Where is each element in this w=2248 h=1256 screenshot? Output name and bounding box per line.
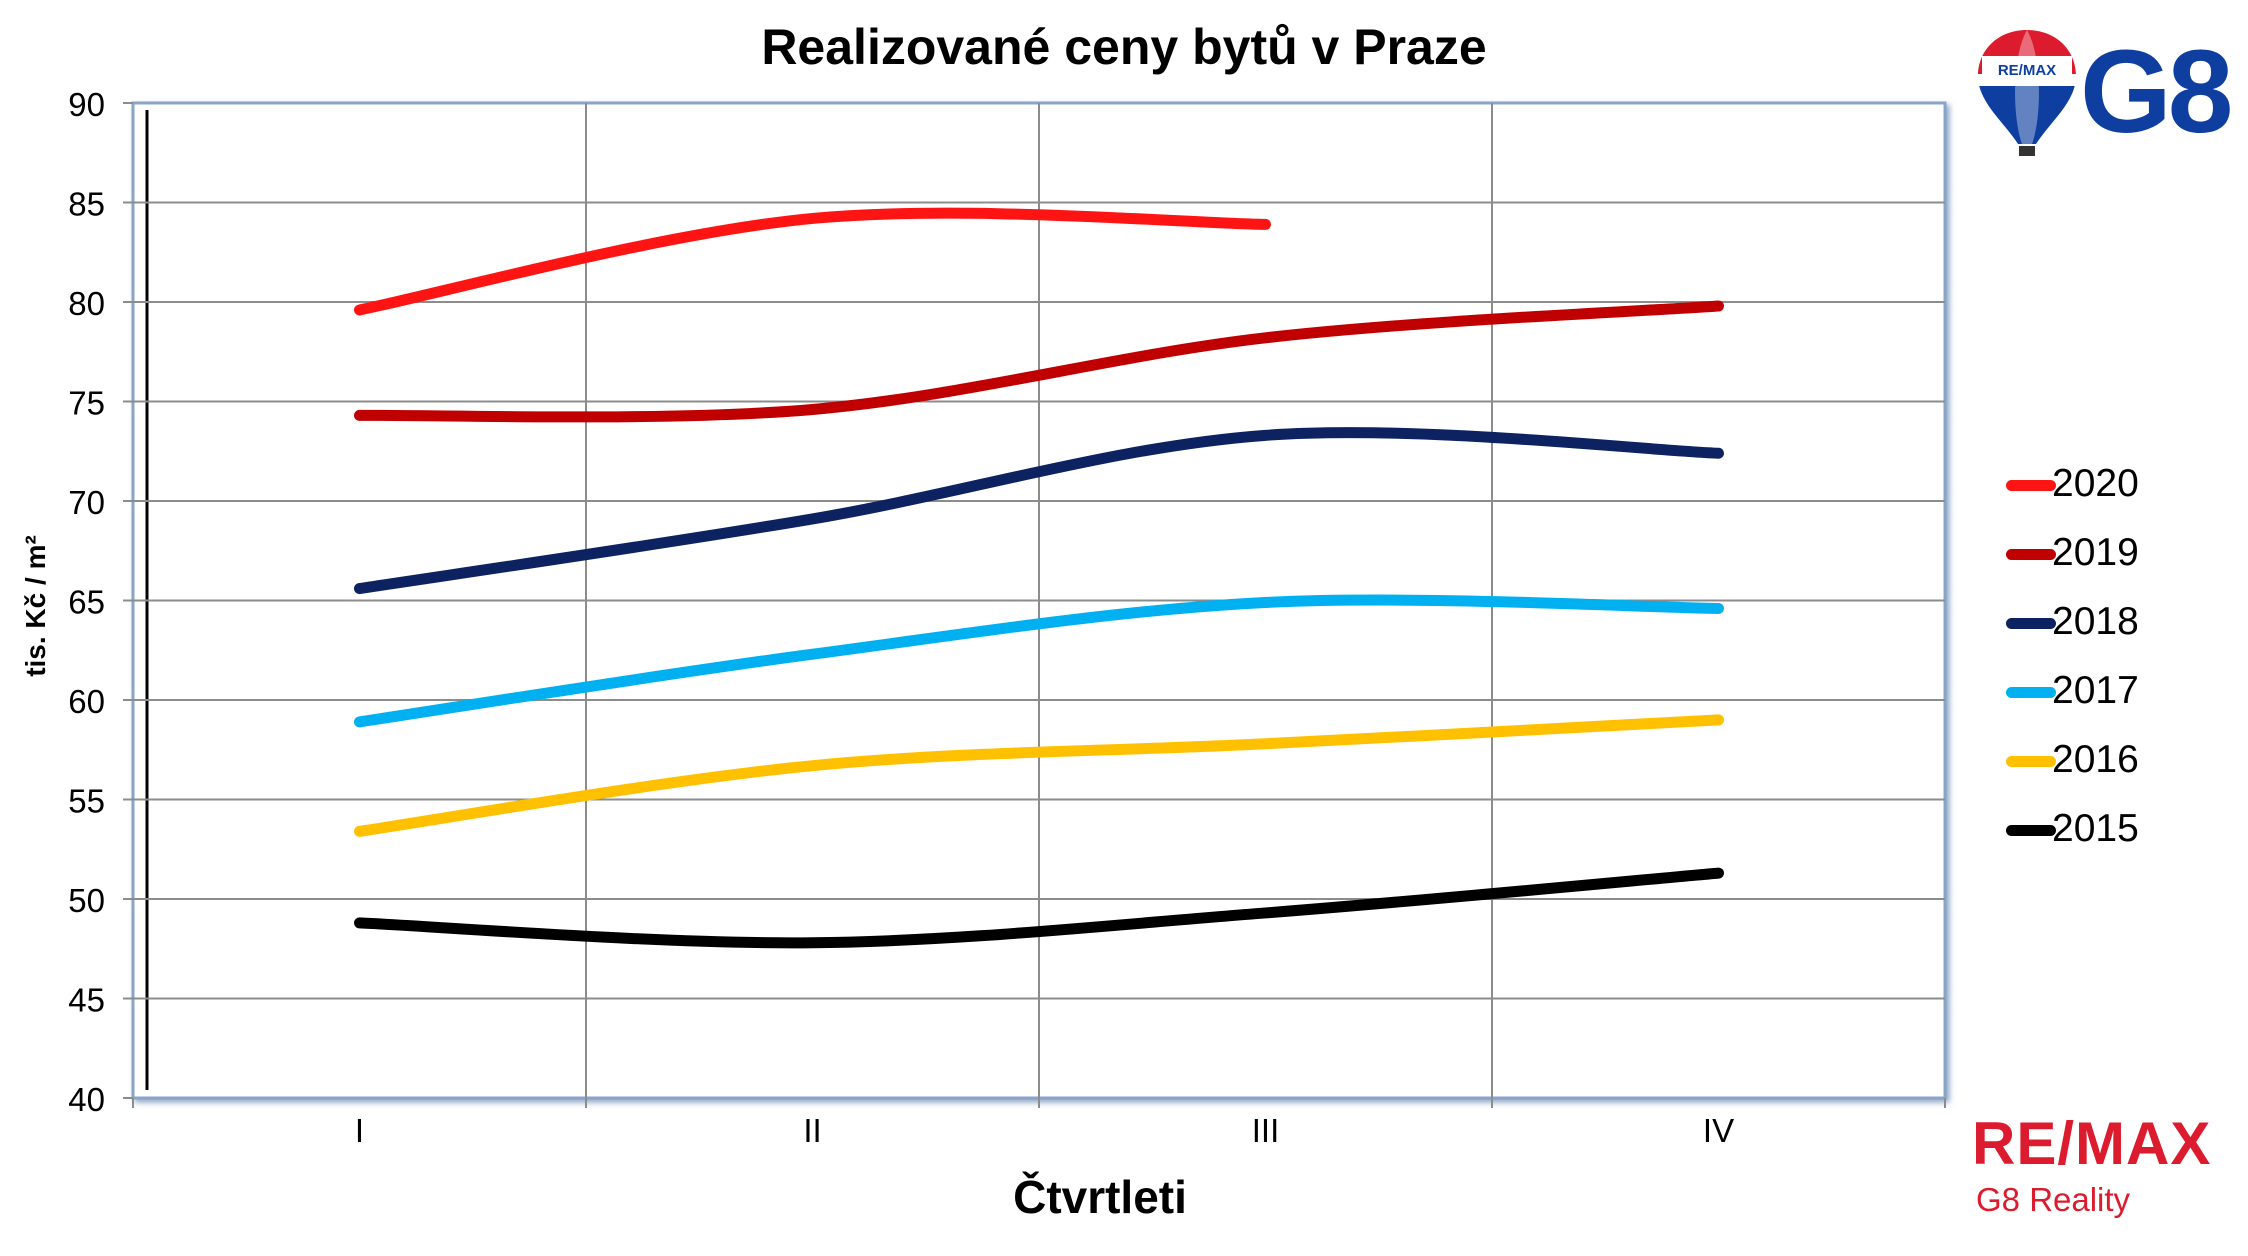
y-tick-label: 40 <box>68 1081 105 1118</box>
legend-label: 2015 <box>2052 807 2139 850</box>
x-tick-label: I <box>355 1112 364 1149</box>
g8-reality-label: G8 Reality <box>1976 1181 2131 1218</box>
y-tick-label: 90 <box>68 86 105 123</box>
legend-swatch <box>2006 825 2056 836</box>
x-axis-label: Čtvrtleti <box>1013 1171 1187 1223</box>
y-tick-label: 60 <box>68 683 105 720</box>
series-lines <box>354 207 1724 949</box>
series-line-2015 <box>354 867 1724 949</box>
legend-label: 2018 <box>2052 600 2139 643</box>
y-tick-label: 70 <box>68 484 105 521</box>
x-tick-label: III <box>1252 1112 1280 1149</box>
y-tick-label: 80 <box>68 285 105 322</box>
series-line-2020 <box>354 207 1271 316</box>
legend-label: 2019 <box>2052 531 2139 574</box>
x-tick-label: II <box>803 1112 821 1149</box>
axes <box>123 102 1946 1108</box>
remax-g8-logo: RE/MAX G8 <box>1972 26 2234 158</box>
legend-swatch <box>2006 687 2056 698</box>
y-axis-label: tis. Kč / m² <box>20 535 51 677</box>
x-tick-label: IV <box>1703 1112 1734 1149</box>
series-line-2018 <box>354 427 1724 595</box>
g8-mark: G8 <box>2080 26 2233 158</box>
legend-label: 2016 <box>2052 738 2139 781</box>
remax-g8-reality-logo: RE/MAX G8 Reality <box>1972 1110 2234 1220</box>
chart-title: Realizované ceny bytů v Praze <box>761 19 1487 75</box>
remax-brand: RE/MAX <box>1972 1110 2212 1177</box>
y-tick-label: 75 <box>68 385 105 422</box>
series-line-2019 <box>354 300 1724 423</box>
legend-swatch <box>2006 549 2056 560</box>
legend-swatch <box>2006 480 2056 491</box>
legend-label: 2017 <box>2052 669 2139 712</box>
gridlines <box>133 103 1945 1098</box>
y-tick-label: 65 <box>68 584 105 621</box>
y-tick-label: 85 <box>68 186 105 223</box>
series-line-2017 <box>354 594 1724 728</box>
y-tick-label: 55 <box>68 783 105 820</box>
svg-text:RE/MAX: RE/MAX <box>1998 62 2056 79</box>
y-tick-label: 45 <box>68 982 105 1019</box>
series-line-2016 <box>354 714 1724 837</box>
y-tick-label: 50 <box>68 882 105 919</box>
legend-label: 2020 <box>2052 462 2139 505</box>
balloon-icon: RE/MAX <box>1978 30 2076 156</box>
legend-swatch <box>2006 618 2056 629</box>
legend-swatch <box>2006 756 2056 767</box>
